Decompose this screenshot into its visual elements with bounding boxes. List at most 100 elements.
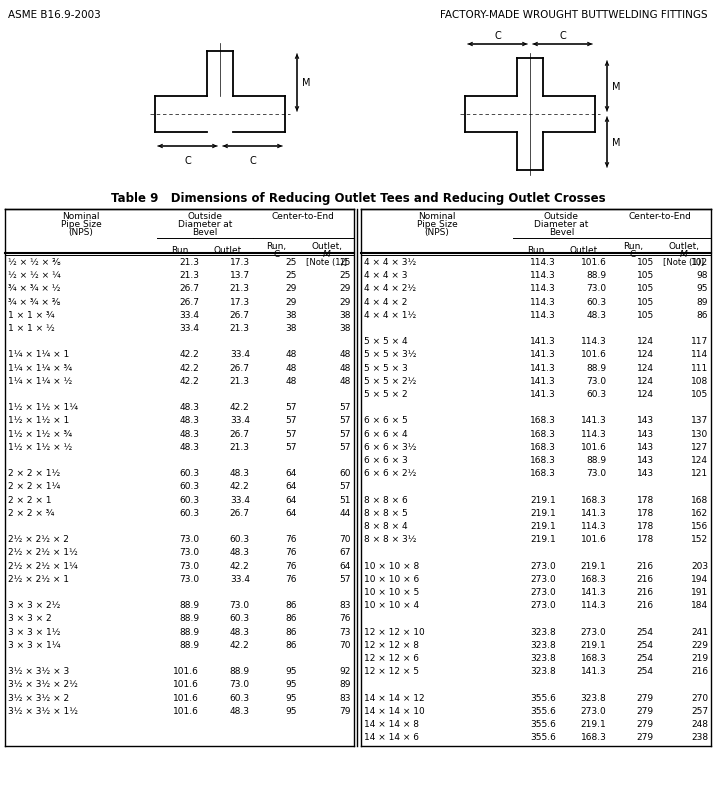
Text: 57: 57 xyxy=(286,442,297,451)
Text: 108: 108 xyxy=(691,377,708,385)
Text: 73.0: 73.0 xyxy=(586,377,606,385)
Text: 254: 254 xyxy=(637,627,654,636)
Text: 48.3: 48.3 xyxy=(179,416,199,425)
Text: 273.0: 273.0 xyxy=(530,561,556,570)
Text: 219.1: 219.1 xyxy=(530,521,556,531)
Text: Pipe Size: Pipe Size xyxy=(417,220,458,229)
Text: 143: 143 xyxy=(637,455,654,464)
Text: 42.2: 42.2 xyxy=(180,377,199,385)
Text: C: C xyxy=(559,31,566,41)
Text: 92: 92 xyxy=(339,666,351,675)
Text: 1¼ × 1¼ × 1: 1¼ × 1¼ × 1 xyxy=(8,350,69,359)
Text: 168.3: 168.3 xyxy=(530,442,556,451)
Text: 323.8: 323.8 xyxy=(530,654,556,662)
Text: 219.1: 219.1 xyxy=(530,508,556,517)
Text: 95: 95 xyxy=(286,706,297,715)
Text: 17.3: 17.3 xyxy=(230,258,250,267)
Text: 203: 203 xyxy=(691,561,708,570)
Text: 178: 178 xyxy=(637,535,654,544)
Text: 162: 162 xyxy=(691,508,708,517)
Text: 124: 124 xyxy=(691,455,708,464)
Text: 178: 178 xyxy=(637,495,654,504)
Text: 323.8: 323.8 xyxy=(530,627,556,636)
Text: 127: 127 xyxy=(691,442,708,451)
Text: 8 × 8 × 4: 8 × 8 × 4 xyxy=(364,521,407,531)
Text: 48.3: 48.3 xyxy=(179,429,199,438)
Text: 194: 194 xyxy=(691,574,708,583)
Text: 88.9: 88.9 xyxy=(586,363,606,373)
Text: 1½ × 1½ × ½: 1½ × 1½ × ½ xyxy=(8,442,72,451)
Text: 130: 130 xyxy=(691,429,708,438)
Text: 1½ × 1½ × 1¼: 1½ × 1½ × 1¼ xyxy=(8,403,78,412)
Text: 60.3: 60.3 xyxy=(230,693,250,702)
Text: ASME B16.9-2003: ASME B16.9-2003 xyxy=(8,10,101,20)
Text: 143: 143 xyxy=(637,416,654,425)
Text: 44: 44 xyxy=(340,508,351,517)
Text: 2 × 2 × 1¼: 2 × 2 × 1¼ xyxy=(8,482,60,491)
Text: 168.3: 168.3 xyxy=(581,574,606,583)
Text: 88.9: 88.9 xyxy=(179,627,199,636)
Text: 48: 48 xyxy=(339,350,351,359)
Text: 101.6: 101.6 xyxy=(173,706,199,715)
Text: 29: 29 xyxy=(286,297,297,306)
Text: 86: 86 xyxy=(286,613,297,622)
Text: 95: 95 xyxy=(697,284,708,293)
Text: 273.0: 273.0 xyxy=(581,706,606,715)
Text: 48.3: 48.3 xyxy=(230,469,250,478)
Text: 33.4: 33.4 xyxy=(230,495,250,504)
Text: 279: 279 xyxy=(637,706,654,715)
Text: 25: 25 xyxy=(339,258,351,267)
Text: Run,: Run, xyxy=(266,242,286,251)
Text: 60.3: 60.3 xyxy=(179,469,199,478)
Text: 114.3: 114.3 xyxy=(581,429,606,438)
Text: 33.4: 33.4 xyxy=(230,416,250,425)
Text: 168.3: 168.3 xyxy=(530,469,556,478)
Text: 101.6: 101.6 xyxy=(581,442,606,451)
Text: 124: 124 xyxy=(637,363,654,373)
Text: 216: 216 xyxy=(637,574,654,583)
Text: 95: 95 xyxy=(286,666,297,675)
Text: 57: 57 xyxy=(339,416,351,425)
Text: 6 × 6 × 5: 6 × 6 × 5 xyxy=(364,416,407,425)
Text: 4 × 4 × 2½: 4 × 4 × 2½ xyxy=(364,284,416,293)
Text: 168.3: 168.3 xyxy=(530,416,556,425)
Text: 114.3: 114.3 xyxy=(581,521,606,531)
Text: 76: 76 xyxy=(286,574,297,583)
Text: 38: 38 xyxy=(286,324,297,332)
Text: 2½ × 2½ × 1¼: 2½ × 2½ × 1¼ xyxy=(8,561,78,570)
Text: 141.3: 141.3 xyxy=(581,587,606,597)
Text: 3 × 3 × 2½: 3 × 3 × 2½ xyxy=(8,601,60,609)
Text: 355.6: 355.6 xyxy=(530,706,556,715)
Text: 57: 57 xyxy=(339,482,351,491)
Text: 273.0: 273.0 xyxy=(530,587,556,597)
Text: 21.3: 21.3 xyxy=(230,442,250,451)
Text: 254: 254 xyxy=(637,654,654,662)
Text: Center-to-End: Center-to-End xyxy=(272,212,335,221)
Text: 3½ × 3½ × 3: 3½ × 3½ × 3 xyxy=(8,666,69,675)
Text: Center-to-End: Center-to-End xyxy=(629,212,692,221)
Text: 64: 64 xyxy=(286,469,297,478)
Text: C: C xyxy=(184,156,191,165)
Text: 42.2: 42.2 xyxy=(180,350,199,359)
Text: 73.0: 73.0 xyxy=(230,601,250,609)
Text: 152: 152 xyxy=(691,535,708,544)
Text: Outlet: Outlet xyxy=(213,246,241,255)
Text: 2 × 2 × 1½: 2 × 2 × 1½ xyxy=(8,469,60,478)
Text: 141.3: 141.3 xyxy=(530,337,556,346)
Text: 38: 38 xyxy=(286,311,297,320)
Text: 76: 76 xyxy=(339,613,351,622)
Text: 168.3: 168.3 xyxy=(581,495,606,504)
Text: 33.4: 33.4 xyxy=(179,311,199,320)
Text: 48: 48 xyxy=(286,363,297,373)
Text: C: C xyxy=(249,156,256,165)
Text: 12 × 12 × 8: 12 × 12 × 8 xyxy=(364,640,419,649)
Text: Outside: Outside xyxy=(544,212,579,221)
Text: 60.3: 60.3 xyxy=(586,297,606,306)
Text: 17.3: 17.3 xyxy=(230,297,250,306)
Text: ¾ × ¾ × ⅜: ¾ × ¾ × ⅜ xyxy=(8,297,60,306)
Text: 279: 279 xyxy=(637,693,654,702)
Text: 86: 86 xyxy=(697,311,708,320)
Text: 89: 89 xyxy=(339,679,351,689)
Text: 42.2: 42.2 xyxy=(230,403,250,412)
Text: 114.3: 114.3 xyxy=(530,311,556,320)
